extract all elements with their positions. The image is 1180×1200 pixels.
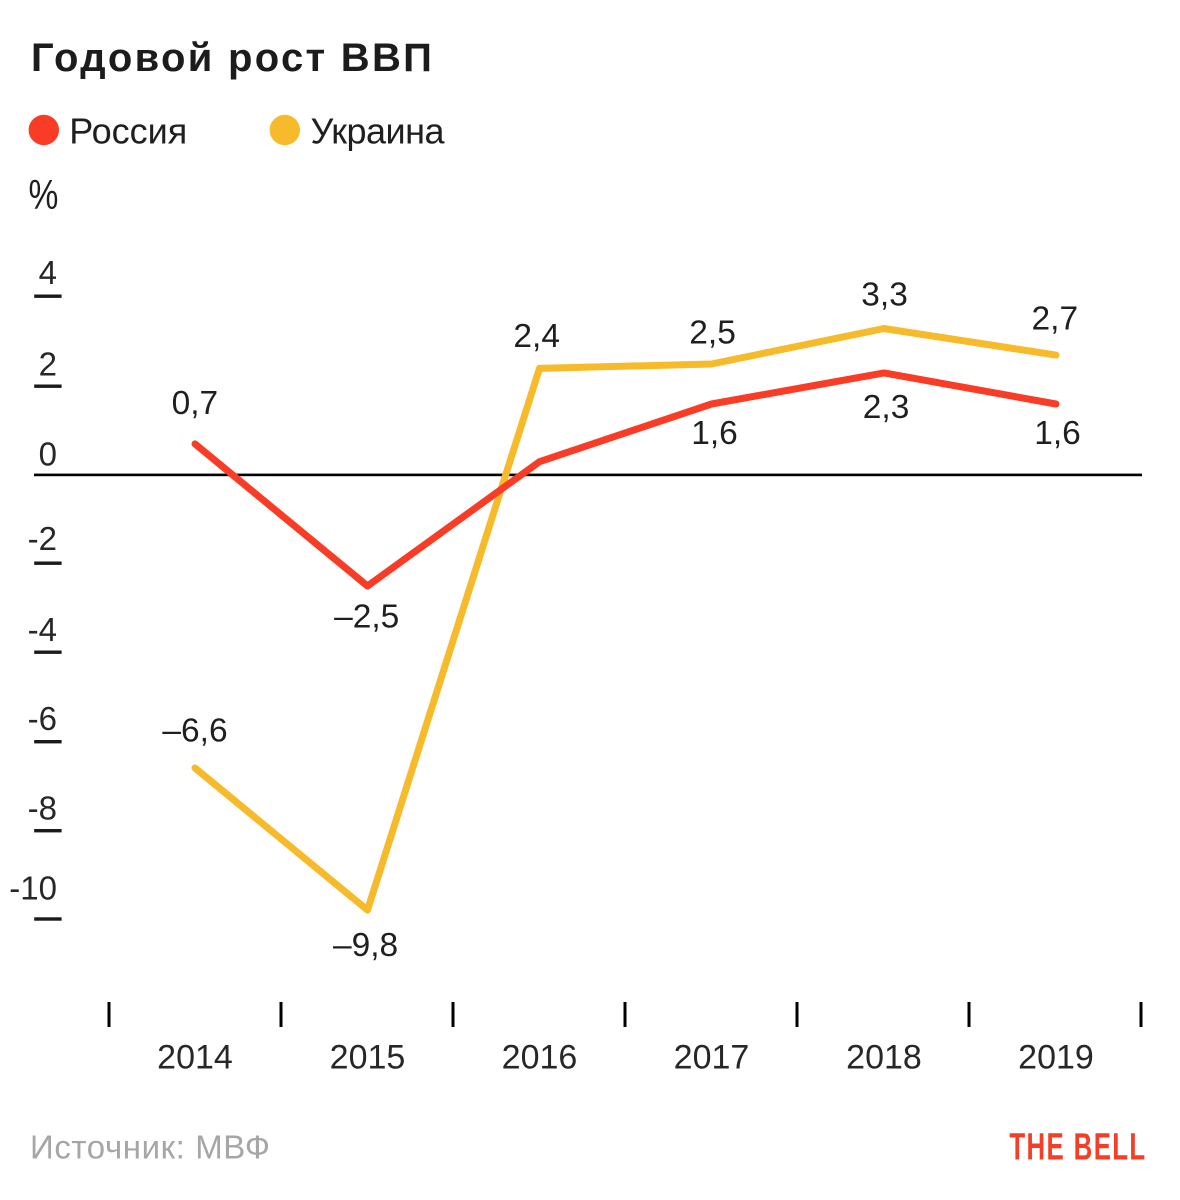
svg-text:Россия: Россия: [69, 111, 187, 152]
svg-text:-8: -8: [28, 790, 57, 827]
svg-text:–2,5: –2,5: [334, 599, 399, 636]
svg-text:3,3: 3,3: [861, 277, 908, 314]
svg-text:2,5: 2,5: [689, 315, 736, 352]
svg-text:-10: -10: [9, 869, 57, 906]
svg-text:THE BELL: THE BELL: [1009, 1126, 1146, 1168]
svg-text:2: 2: [39, 346, 57, 383]
svg-text:2014: 2014: [157, 1039, 233, 1077]
svg-text:–9,8: –9,8: [333, 927, 398, 964]
svg-text:2017: 2017: [674, 1039, 750, 1077]
svg-text:Источник: МВФ: Источник: МВФ: [30, 1129, 271, 1166]
svg-text:2,4: 2,4: [513, 318, 560, 355]
svg-text:1,6: 1,6: [691, 415, 738, 452]
svg-text:Годовой рост ВВП: Годовой рост ВВП: [31, 36, 434, 80]
svg-text:%: %: [29, 173, 59, 219]
svg-text:–6,6: –6,6: [162, 713, 227, 750]
svg-text:-6: -6: [28, 700, 57, 737]
svg-text:2,3: 2,3: [863, 389, 910, 426]
svg-text:2015: 2015: [330, 1039, 406, 1077]
svg-text:-4: -4: [28, 611, 57, 648]
svg-text:4: 4: [39, 254, 57, 291]
svg-text:1,6: 1,6: [1034, 415, 1081, 452]
svg-text:2016: 2016: [502, 1039, 578, 1077]
svg-text:2,7: 2,7: [1032, 301, 1079, 338]
svg-text:2018: 2018: [846, 1039, 922, 1077]
svg-text:Украина: Украина: [311, 111, 446, 152]
svg-text:0: 0: [39, 435, 57, 472]
svg-text:0,7: 0,7: [172, 385, 219, 422]
svg-text:-2: -2: [28, 520, 57, 557]
svg-text:2019: 2019: [1018, 1039, 1094, 1077]
